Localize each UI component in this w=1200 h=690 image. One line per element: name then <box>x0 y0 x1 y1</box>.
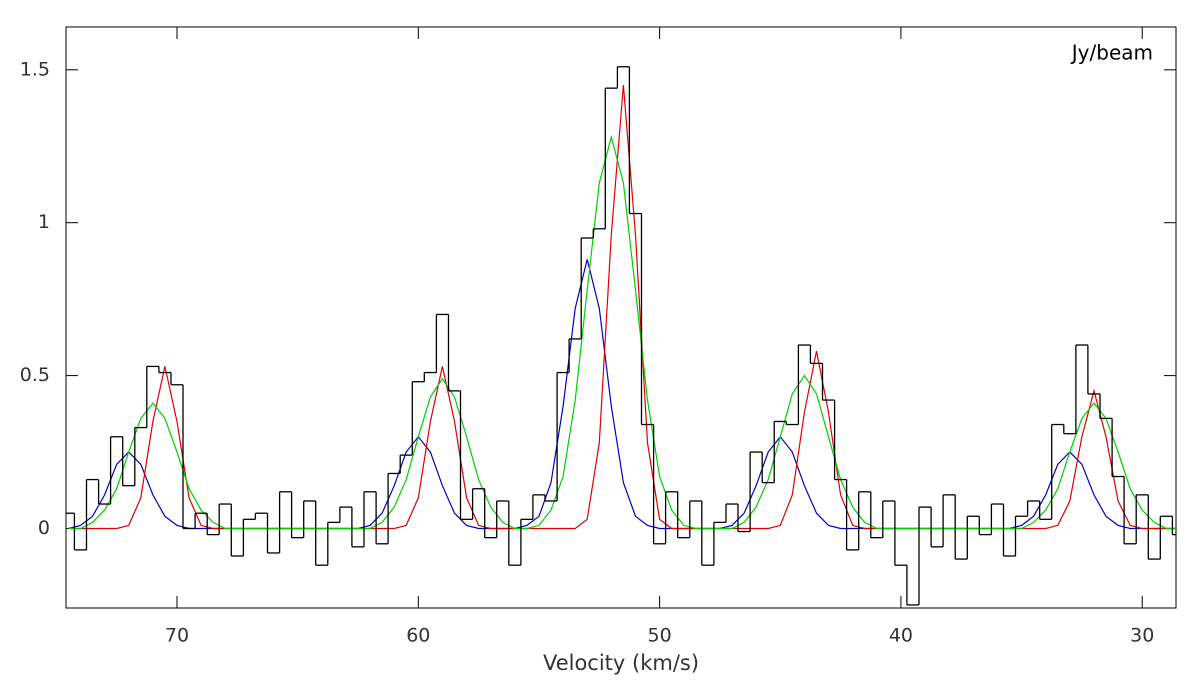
x-tick-label: 40 <box>889 625 913 647</box>
model-curve <box>68 259 1176 530</box>
x-axis-label: Velocity (km/s) <box>543 651 699 675</box>
y-tick-label: 0 <box>38 517 50 539</box>
y-tick-label: 1 <box>38 211 50 233</box>
unit-label: Jy/beam <box>1070 41 1153 65</box>
x-tick-label: 70 <box>165 625 189 647</box>
x-tick-label: 30 <box>1130 625 1154 647</box>
x-tick-label: 50 <box>648 625 672 647</box>
spectrum-connector <box>73 66 1174 605</box>
x-tick-label: 60 <box>406 625 430 647</box>
model-curve <box>68 85 1176 530</box>
y-tick-label: 1.5 <box>20 58 50 80</box>
plot-frame <box>65 26 1177 609</box>
model-curve <box>68 134 1176 530</box>
y-tick-label: 0.5 <box>20 364 50 386</box>
